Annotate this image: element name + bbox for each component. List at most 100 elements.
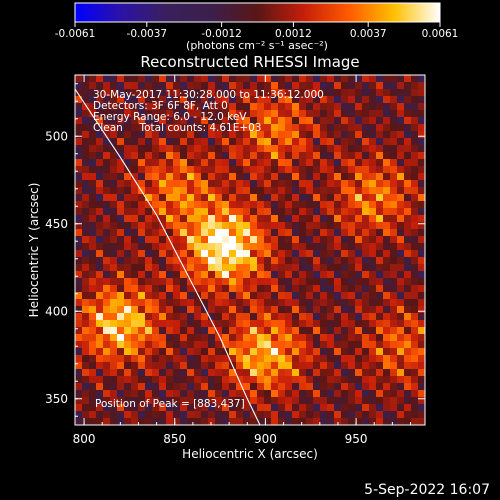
- heatmap-cell: [75, 110, 83, 118]
- heatmap-cell: [327, 369, 335, 377]
- heatmap-cell: [82, 348, 90, 356]
- heatmap-cell: [390, 173, 398, 181]
- heatmap-cell: [145, 313, 153, 321]
- heatmap-cell: [376, 418, 384, 425]
- heatmap-cell: [222, 236, 230, 244]
- heatmap-cell: [285, 264, 293, 272]
- heatmap-cell: [236, 96, 244, 104]
- heatmap-cell: [306, 117, 314, 125]
- heatmap-cell: [215, 411, 223, 419]
- heatmap-cell: [96, 264, 104, 272]
- heatmap-cell: [96, 103, 104, 111]
- heatmap-cell: [208, 306, 216, 314]
- heatmap-cell: [264, 327, 272, 335]
- heatmap-cell: [362, 264, 370, 272]
- heatmap-cell: [89, 215, 97, 223]
- heatmap-cell: [411, 306, 419, 314]
- heatmap-cell: [383, 250, 391, 258]
- heatmap-cell: [313, 152, 321, 160]
- heatmap-cell: [180, 75, 188, 83]
- heatmap-cell: [229, 397, 237, 405]
- heatmap-cell: [201, 180, 209, 188]
- heatmap-cell: [166, 110, 174, 118]
- heatmap-cell: [124, 194, 132, 202]
- heatmap-cell: [362, 208, 370, 216]
- heatmap-cell: [299, 236, 307, 244]
- heatmap-cell: [355, 75, 363, 83]
- heatmap-cell: [369, 124, 377, 132]
- heatmap-cell: [390, 103, 398, 111]
- heatmap-cell: [355, 243, 363, 251]
- heatmap-cell: [110, 222, 118, 230]
- heatmap-cell: [82, 82, 90, 90]
- heatmap-cell: [117, 145, 125, 153]
- heatmap-cell: [250, 187, 258, 195]
- heatmap-cell: [397, 418, 405, 425]
- heatmap-cell: [159, 271, 167, 279]
- heatmap-cell: [334, 131, 342, 139]
- heatmap-cell: [383, 362, 391, 370]
- heatmap-cell: [166, 138, 174, 146]
- heatmap-cell: [82, 131, 90, 139]
- heatmap-cell: [208, 292, 216, 300]
- heatmap-cell: [418, 208, 425, 216]
- heatmap-cell: [96, 341, 104, 349]
- heatmap-cell: [355, 271, 363, 279]
- heatmap-cell: [397, 208, 405, 216]
- heatmap-cell: [271, 404, 279, 412]
- heatmap-cell: [75, 159, 83, 167]
- heatmap-cell: [201, 292, 209, 300]
- heatmap-cell: [166, 208, 174, 216]
- heatmap-cell: [411, 194, 419, 202]
- heatmap-cell: [187, 292, 195, 300]
- heatmap-cell: [194, 362, 202, 370]
- heatmap-cell: [194, 334, 202, 342]
- heatmap-cell: [215, 180, 223, 188]
- heatmap-cell: [89, 187, 97, 195]
- heatmap-cell: [257, 82, 265, 90]
- heatmap-cell: [236, 320, 244, 328]
- heatmap-cell: [194, 278, 202, 286]
- heatmap-cell: [180, 110, 188, 118]
- heatmap-cell: [89, 313, 97, 321]
- heatmap-cell: [376, 124, 384, 132]
- heatmap-cell: [320, 173, 328, 181]
- heatmap-cell: [166, 383, 174, 391]
- heatmap-cell: [348, 362, 356, 370]
- heatmap-cell: [334, 166, 342, 174]
- heatmap-cell: [383, 278, 391, 286]
- heatmap-cell: [362, 145, 370, 153]
- heatmap-cell: [250, 138, 258, 146]
- heatmap-cell: [320, 103, 328, 111]
- heatmap-cell: [194, 271, 202, 279]
- heatmap-cell: [145, 341, 153, 349]
- heatmap-cell: [271, 138, 279, 146]
- heatmap-cell: [117, 159, 125, 167]
- heatmap-cell: [299, 180, 307, 188]
- heatmap-cell: [411, 187, 419, 195]
- heatmap-cell: [89, 180, 97, 188]
- heatmap-cell: [75, 138, 83, 146]
- heatmap-cell: [306, 124, 314, 132]
- heatmap-cell: [201, 194, 209, 202]
- heatmap-cell: [313, 103, 321, 111]
- heatmap-cell: [208, 341, 216, 349]
- heatmap-cell: [411, 117, 419, 125]
- heatmap-cell: [138, 117, 146, 125]
- heatmap-cell: [215, 257, 223, 265]
- heatmap-cell: [327, 173, 335, 181]
- heatmap-cell: [152, 222, 160, 230]
- heatmap-cell: [243, 96, 251, 104]
- heatmap-cell: [187, 362, 195, 370]
- heatmap-cell: [166, 180, 174, 188]
- heatmap-cell: [145, 152, 153, 160]
- heatmap-cell: [278, 411, 286, 419]
- heatmap-cell: [89, 110, 97, 118]
- heatmap-cell: [250, 110, 258, 118]
- heatmap-cell: [145, 131, 153, 139]
- heatmap-cell: [75, 96, 83, 104]
- heatmap-cell: [278, 355, 286, 363]
- heatmap-cell: [404, 320, 412, 328]
- heatmap-cell: [285, 341, 293, 349]
- heatmap-cell: [306, 383, 314, 391]
